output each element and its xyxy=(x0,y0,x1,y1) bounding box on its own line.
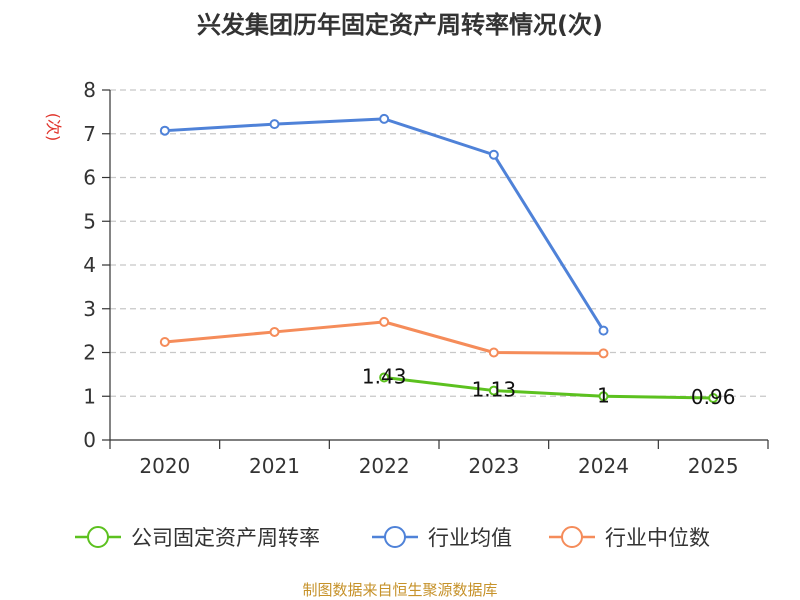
legend-item: 行业中位数 xyxy=(549,526,710,550)
series-lines xyxy=(159,113,719,403)
data-point xyxy=(379,113,390,124)
y-tick-label: 0 xyxy=(83,428,96,452)
data-point xyxy=(159,337,170,347)
y-axis-label: (次) xyxy=(44,113,63,142)
data-point xyxy=(598,391,609,402)
source-note: 制图数据来自恒生聚源数据库 xyxy=(302,581,497,599)
y-tick-label: 6 xyxy=(83,166,96,190)
data-point xyxy=(598,325,609,336)
legend-marker xyxy=(384,526,406,548)
data-label: 1.13 xyxy=(472,378,517,402)
y-tick-label: 3 xyxy=(83,297,96,321)
data-label: 0.96 xyxy=(691,385,736,409)
x-tick-label: 2022 xyxy=(359,454,410,478)
x-tick-label: 2020 xyxy=(139,454,190,478)
x-tick-label: 2024 xyxy=(578,454,629,478)
legend-item: 公司固定资产周转率 xyxy=(75,526,320,550)
legend-marker xyxy=(87,526,109,548)
y-tick-label: 5 xyxy=(83,209,96,233)
axes: 0 1 2 3 4 5 6 7 8 2020 2021 2022 2023 2024 2025 xyxy=(83,78,769,478)
data-point xyxy=(598,348,609,359)
legend-label: 行业中位数 xyxy=(605,526,710,550)
x-tick-label: 2021 xyxy=(249,454,300,478)
y-tick-label: 4 xyxy=(83,253,96,277)
legend: 公司固定资产周转率 行业均值 行业中位数 xyxy=(75,526,710,550)
y-tick-label: 7 xyxy=(83,122,96,146)
data-point xyxy=(159,125,170,136)
data-point xyxy=(488,347,499,358)
legend-item: 行业均值 xyxy=(372,526,512,550)
legend-label: 行业均值 xyxy=(428,526,512,550)
data-point xyxy=(379,372,390,383)
legend-marker xyxy=(561,526,583,548)
x-tick-label: 2025 xyxy=(688,454,739,478)
data-labels: 1.43 1.13 1 0.96 xyxy=(362,364,736,409)
y-tick-label: 8 xyxy=(83,78,96,102)
data-label: 1.43 xyxy=(362,364,407,388)
chart-title: 兴发集团历年固定资产周转率情况(次) xyxy=(197,11,603,39)
data-point xyxy=(269,326,280,337)
legend-label: 公司固定资产周转率 xyxy=(131,526,320,550)
data-point xyxy=(488,149,499,160)
y-tick-label: 1 xyxy=(83,384,96,408)
data-point xyxy=(379,316,390,327)
x-tick-label: 2023 xyxy=(468,454,519,478)
data-point xyxy=(488,385,499,396)
data-label: 1 xyxy=(597,383,610,407)
data-point xyxy=(269,119,280,130)
y-tick-label: 2 xyxy=(83,341,96,365)
series-line-1 xyxy=(164,117,605,332)
data-point xyxy=(708,393,719,403)
series-line-0 xyxy=(383,375,714,400)
